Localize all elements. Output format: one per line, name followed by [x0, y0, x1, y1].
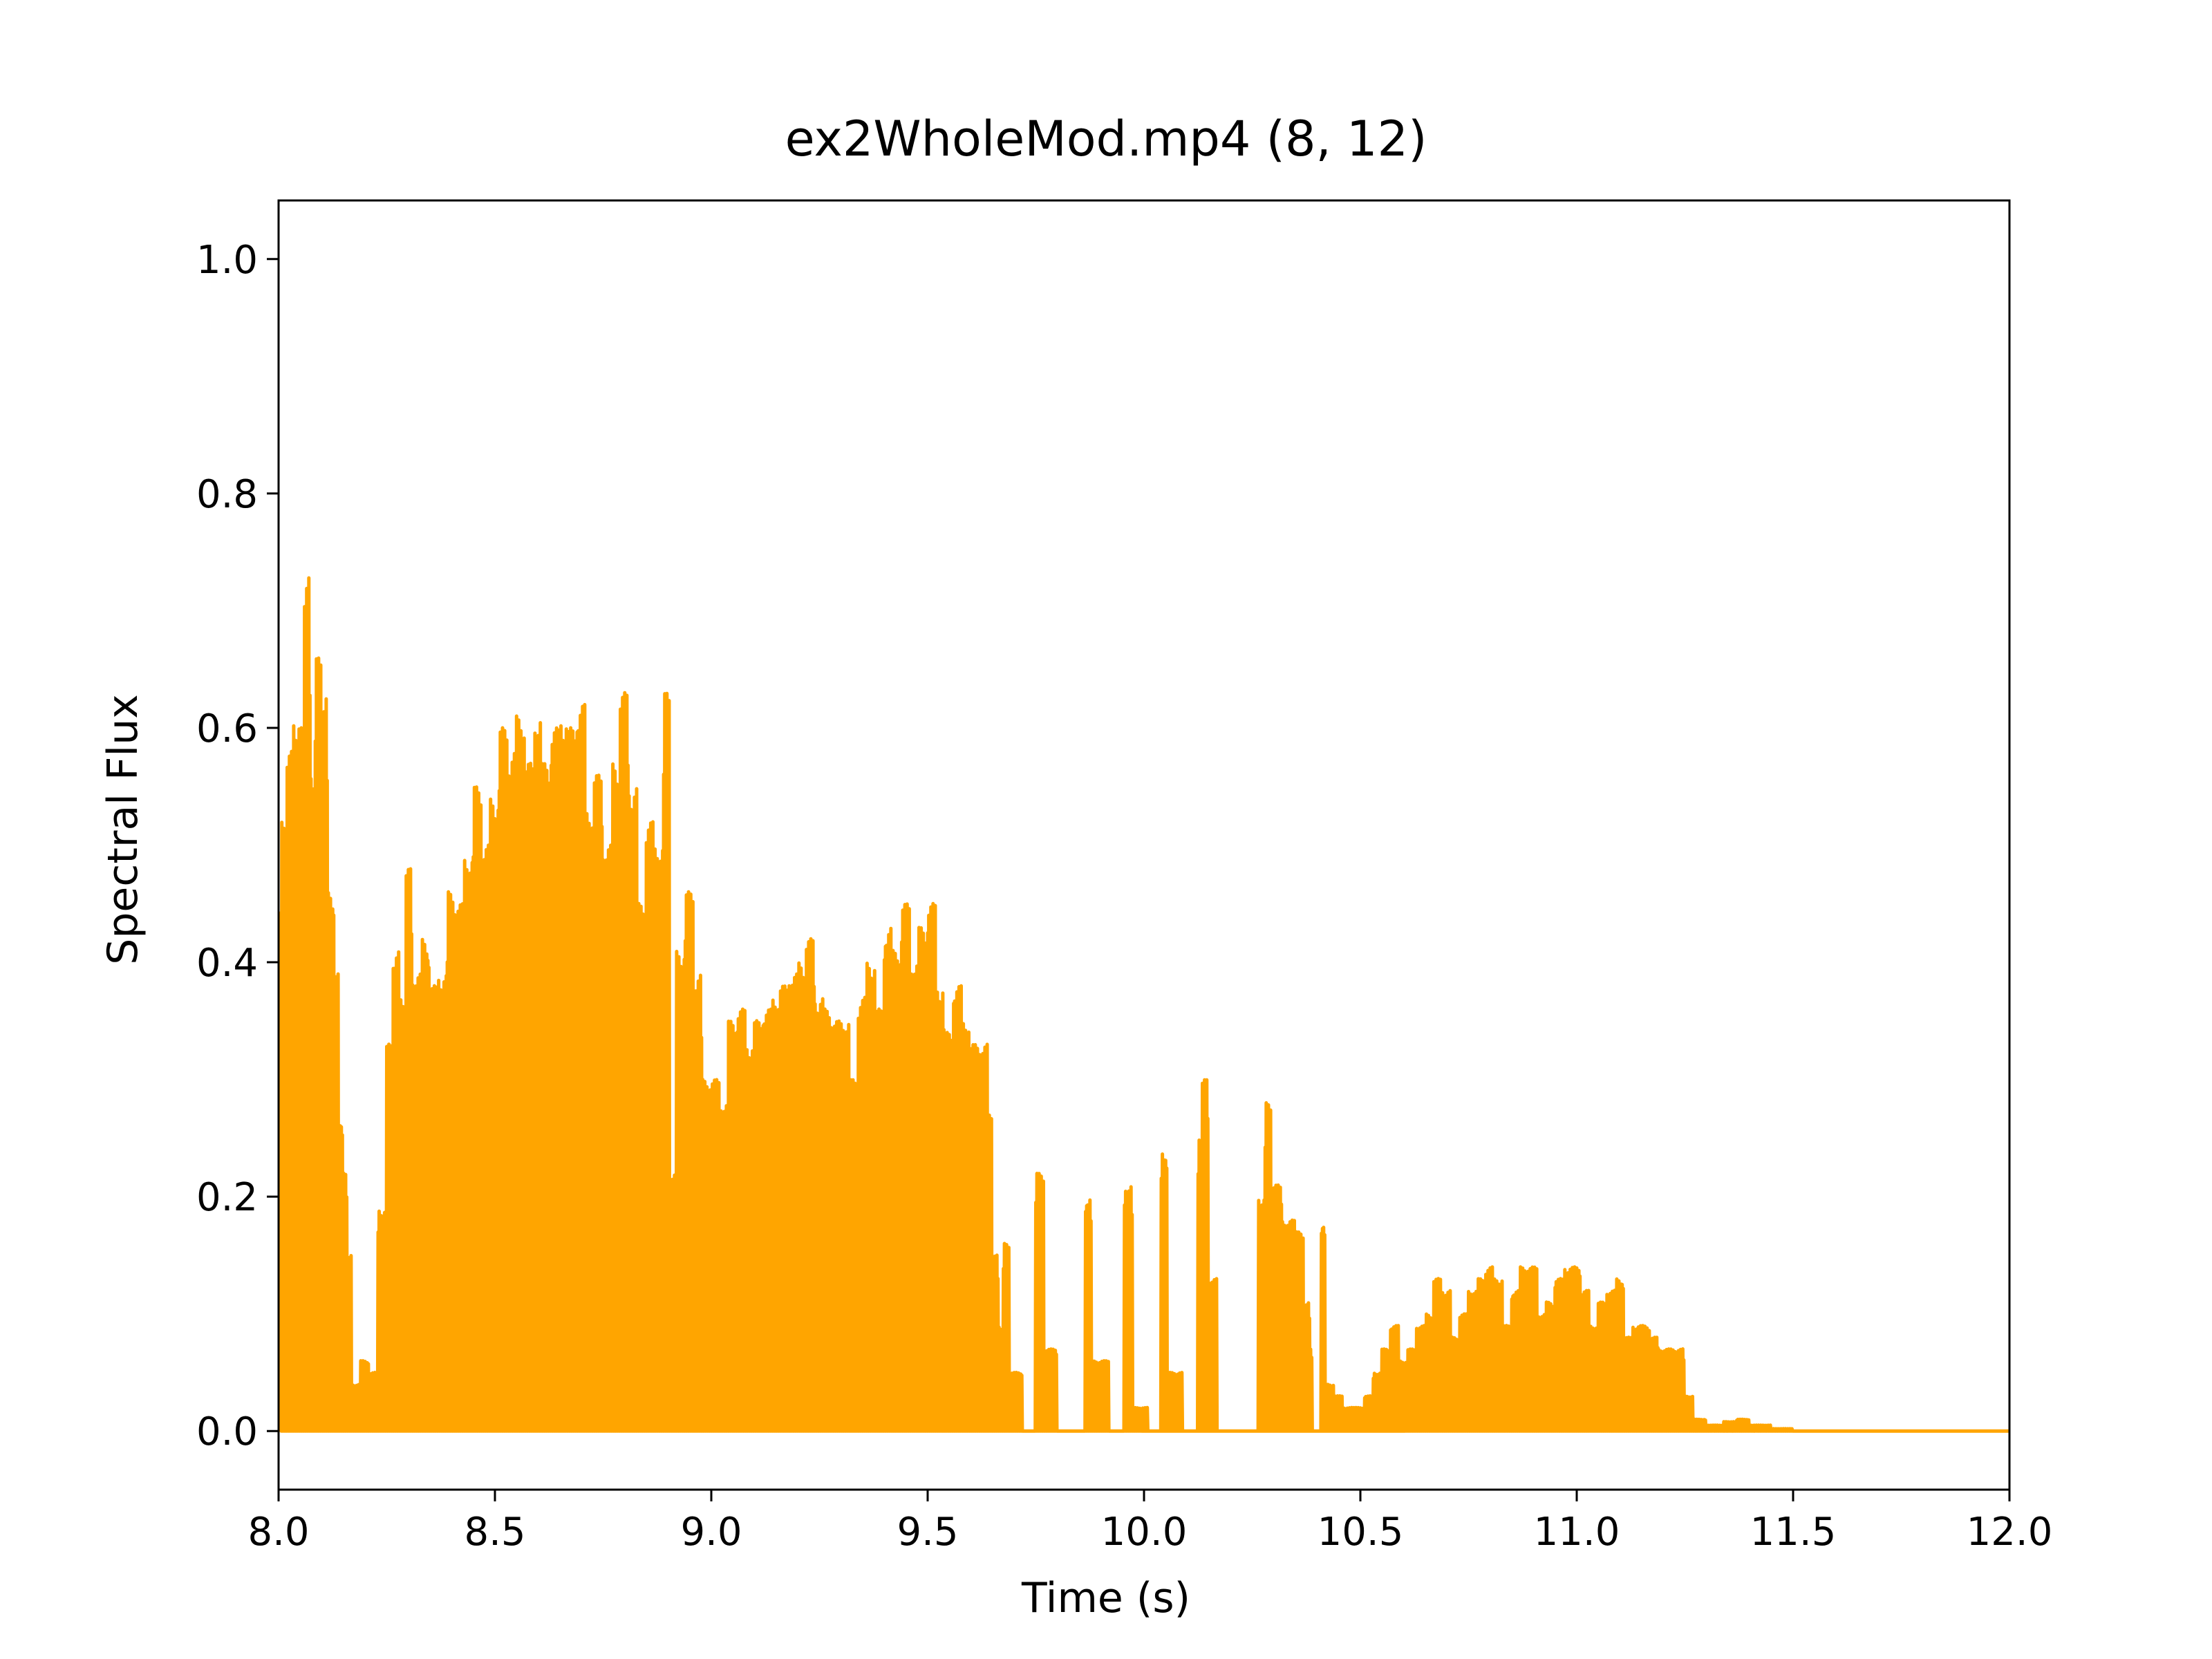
x-tick-label: 9.0: [680, 1510, 742, 1555]
y-tick-label: 0.6: [196, 706, 258, 751]
x-tick-label: 10.5: [1318, 1510, 1404, 1555]
x-tick-label: 12.0: [1967, 1510, 2053, 1555]
y-tick-label: 0.0: [196, 1409, 258, 1454]
x-tick-label: 10.0: [1101, 1510, 1188, 1555]
y-axis-label: Spectral Flux: [99, 694, 147, 965]
x-tick-label: 11.0: [1534, 1510, 1620, 1555]
y-tick-label: 1.0: [196, 238, 258, 283]
x-tick-label: 9.5: [897, 1510, 958, 1555]
x-tick-label: 11.5: [1750, 1510, 1837, 1555]
chart-title: ex2WholeMod.mp4 (8, 12): [785, 111, 1427, 167]
y-tick-label: 0.2: [196, 1175, 258, 1220]
y-tick-label: 0.8: [196, 472, 258, 517]
flux-series-line: [279, 576, 2011, 1433]
x-axis-label: Time (s): [1021, 1574, 1190, 1622]
plot-area: 8.0 8.5 9.0 9.5 10.0 10.5 11.0 11.5 12.0 0.0 0.2 0.…: [196, 199, 2053, 1555]
x-tick-label: 8.0: [247, 1510, 309, 1555]
x-tick-label: 8.5: [464, 1510, 525, 1555]
y-tick-label: 0.4: [196, 941, 258, 986]
